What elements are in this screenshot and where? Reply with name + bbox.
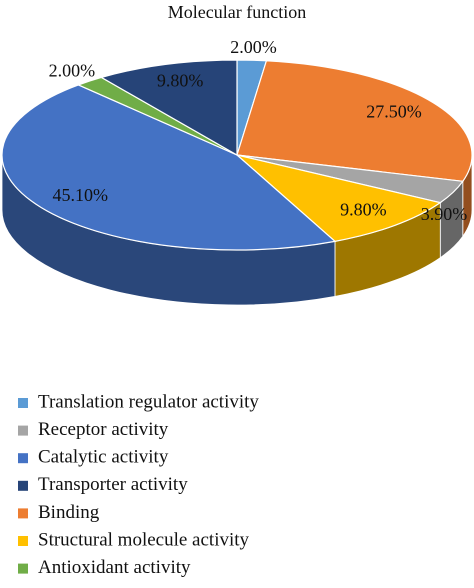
legend-label: Antioxidant activity xyxy=(38,557,191,578)
legend-label: Binding xyxy=(38,502,100,523)
legend-swatch xyxy=(18,453,28,464)
legend-swatch xyxy=(18,508,28,519)
data-label: 3.90% xyxy=(421,204,468,224)
legend-label: Structural molecule activity xyxy=(38,529,250,550)
legend-label: Catalytic activity xyxy=(38,447,169,468)
legend-swatch xyxy=(18,536,28,546)
pie-slice xyxy=(236,60,473,182)
pie-slice xyxy=(1,84,337,251)
pie-slice xyxy=(99,59,238,157)
legend-swatch xyxy=(18,425,28,436)
data-label: 27.50% xyxy=(366,101,422,121)
data-label: 45.10% xyxy=(53,185,109,205)
data-label: 9.80% xyxy=(340,199,387,219)
legend-label: Transporter activity xyxy=(38,474,188,495)
legend-swatch xyxy=(18,480,28,491)
legend-swatch xyxy=(18,398,28,408)
pie-slice xyxy=(236,154,442,242)
legend-label: Translation regulator activity xyxy=(38,391,259,412)
data-label: 2.00% xyxy=(49,60,96,80)
legend-label: Receptor activity xyxy=(38,419,169,440)
data-label: 2.00% xyxy=(230,37,277,57)
data-label: 9.80% xyxy=(157,71,204,91)
chart-title: Molecular function xyxy=(168,2,306,22)
legend-swatch xyxy=(18,563,28,574)
